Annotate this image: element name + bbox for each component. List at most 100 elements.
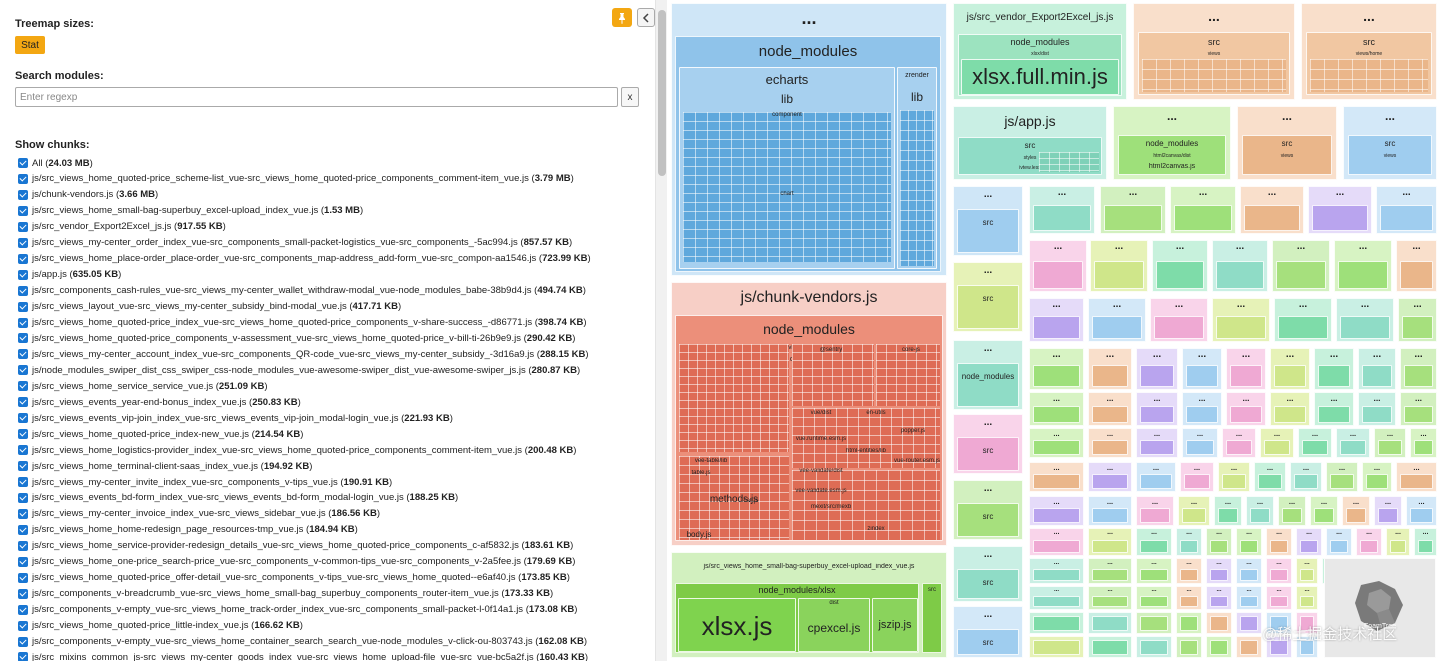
- chunk-item[interactable]: js/src_views_home_place-order_place-orde…: [18, 251, 591, 267]
- treemap-src[interactable]: [1274, 406, 1306, 423]
- treemap-chunk[interactable]: ...: [1088, 496, 1132, 526]
- treemap-src[interactable]: [1410, 508, 1433, 523]
- chunk-checkbox[interactable]: [18, 221, 28, 232]
- treemap-chunk[interactable]: ...: [1206, 586, 1232, 610]
- treemap-src[interactable]: [1033, 508, 1080, 523]
- treemap-chunk[interactable]: ... node_modules: [953, 340, 1023, 410]
- treemap-chunk[interactable]: ...: [1029, 528, 1084, 556]
- treemap-chunk[interactable]: ...: [1088, 348, 1132, 390]
- treemap-src[interactable]: src: [922, 583, 942, 653]
- treemap-module-grid[interactable]: [1039, 152, 1099, 172]
- treemap-chunk[interactable]: ...: [1029, 586, 1084, 610]
- treemap-chunk[interactable]: ...: [1400, 392, 1437, 426]
- chunk-item[interactable]: js/src_views_events_vip-join_index_vue-s…: [18, 410, 453, 426]
- treemap-src[interactable]: [1210, 596, 1228, 607]
- treemap-src[interactable]: [1300, 640, 1314, 655]
- chunk-item[interactable]: js/node_modules_swiper_dist_css_swiper_c…: [18, 362, 580, 378]
- treemap-src[interactable]: [1230, 406, 1262, 423]
- treemap-chunk[interactable]: ...: [1029, 186, 1095, 234]
- treemap-chunk[interactable]: ...: [1376, 186, 1437, 234]
- chunk-checkbox[interactable]: [18, 652, 28, 661]
- chunk-checkbox[interactable]: [18, 173, 28, 184]
- treemap-src[interactable]: src: [957, 503, 1019, 537]
- treemap-chunk[interactable]: ... src: [953, 186, 1023, 256]
- treemap-src[interactable]: [1314, 508, 1334, 523]
- treemap-module-grid[interactable]: [900, 110, 934, 266]
- treemap-chunk[interactable]: ...: [1088, 298, 1146, 342]
- treemap-src[interactable]: [1240, 640, 1258, 655]
- chunk-item[interactable]: js/src_mixins_common_js-src_views_my-cen…: [18, 649, 588, 661]
- treemap-chunk[interactable]: ...: [1029, 348, 1084, 390]
- treemap-chunk[interactable]: ...: [1029, 428, 1084, 458]
- chunk-item[interactable]: js/src_views_my-center_account_index_vue…: [18, 346, 589, 362]
- treemap-chunk[interactable]: [1206, 636, 1232, 658]
- chunk-checkbox[interactable]: [18, 556, 28, 567]
- treemap-src[interactable]: [1033, 640, 1080, 655]
- treemap-src[interactable]: [1180, 569, 1198, 581]
- treemap-src[interactable]: [1186, 406, 1218, 423]
- chunk-item[interactable]: js/src_views_home_one-price_search-price…: [18, 554, 575, 570]
- treemap-src[interactable]: [1186, 365, 1218, 387]
- treemap-src[interactable]: [1270, 596, 1288, 607]
- treemap-src[interactable]: [1378, 508, 1398, 523]
- treemap-chunk[interactable]: ...: [1336, 298, 1394, 342]
- treemap-src[interactable]: [1140, 616, 1168, 631]
- chunk-item[interactable]: js/app.js (635.05 KB): [18, 267, 121, 283]
- treemap-src[interactable]: [1270, 540, 1288, 553]
- treemap-chunk[interactable]: [1236, 636, 1262, 658]
- treemap-chunk[interactable]: ...: [1310, 496, 1338, 526]
- treemap-chunk[interactable]: ... src: [953, 606, 1023, 658]
- treemap-src[interactable]: [1140, 406, 1174, 423]
- chunk-checkbox[interactable]: [18, 429, 28, 440]
- treemap-src[interactable]: [1140, 365, 1174, 387]
- treemap-chunk[interactable]: ...: [1029, 462, 1084, 492]
- treemap-chunk[interactable]: ...: [1406, 496, 1437, 526]
- chunk-item[interactable]: js/src_views_home_quoted-price_index_vue…: [18, 315, 586, 331]
- treemap-chunk[interactable]: ...: [1029, 298, 1084, 342]
- chunk-item[interactable]: js/src_components_v-empty_vue-src_views_…: [18, 602, 577, 618]
- chunk-item[interactable]: js/src_views_home_quoted-price_offer-det…: [18, 570, 570, 586]
- treemap-chunk[interactable]: [1029, 612, 1084, 634]
- treemap-chunk[interactable]: ...: [1136, 586, 1172, 610]
- treemap-src[interactable]: [1092, 596, 1128, 607]
- treemap-chunk[interactable]: ...: [1214, 496, 1242, 526]
- treemap-chunk[interactable]: [1088, 636, 1132, 658]
- treemap-node-modules[interactable]: node_modules echarts lib component chart zren…: [675, 36, 941, 272]
- chunk-item[interactable]: js/src_components_v-empty_vue-src_views_…: [18, 634, 587, 650]
- chunk-item[interactable]: js/src_views_events_year-end-bonus_index…: [18, 394, 301, 410]
- treemap-chunk[interactable]: ... node_modules html2canvas/dist html2canv…: [1113, 106, 1231, 180]
- chunk-checkbox[interactable]: [18, 492, 28, 503]
- chunk-item[interactable]: js/src_views_my-center_order_index_vue-s…: [18, 235, 572, 251]
- treemap-chunk[interactable]: ...: [1398, 298, 1437, 342]
- treemap-chunk[interactable]: ...: [1088, 392, 1132, 426]
- treemap-module-grid[interactable]: [792, 470, 940, 540]
- chunk-item[interactable]: js/src_views_home_home-redesign_page_res…: [18, 522, 358, 538]
- treemap-src[interactable]: [1092, 640, 1128, 655]
- treemap-chunk[interactable]: ...: [1396, 462, 1437, 492]
- treemap-src[interactable]: [1274, 365, 1306, 387]
- treemap-src[interactable]: [1366, 474, 1388, 489]
- treemap-module-grid[interactable]: [1142, 59, 1286, 92]
- treemap-chunk[interactable]: ...: [1029, 392, 1084, 426]
- treemap-chunk[interactable]: ...: [1386, 528, 1410, 556]
- treemap-src[interactable]: [1300, 616, 1314, 631]
- treemap-chunk[interactable]: ... src views: [1237, 106, 1337, 180]
- treemap-chunk[interactable]: [1136, 636, 1172, 658]
- treemap-chunk[interactable]: ...: [1374, 428, 1406, 458]
- treemap-chunk[interactable]: ...: [1136, 558, 1172, 584]
- chunk-checkbox[interactable]: [18, 365, 28, 376]
- treemap-src[interactable]: [1278, 316, 1328, 339]
- treemap-src[interactable]: [1092, 474, 1128, 489]
- treemap-src[interactable]: [1216, 261, 1264, 289]
- treemap-src[interactable]: [1226, 440, 1252, 455]
- chunk-checkbox[interactable]: [18, 461, 28, 472]
- treemap-chunk[interactable]: [1266, 636, 1292, 658]
- treemap-src[interactable]: [1033, 406, 1080, 423]
- treemap-chunk[interactable]: ...: [1270, 348, 1310, 390]
- treemap-src[interactable]: [1222, 474, 1246, 489]
- chunk-checkbox[interactable]: [18, 269, 28, 280]
- treemap-chunk[interactable]: [1029, 636, 1084, 658]
- treemap-src[interactable]: [1033, 596, 1080, 607]
- treemap-src[interactable]: [1362, 406, 1392, 423]
- treemap-src[interactable]: [1033, 316, 1080, 339]
